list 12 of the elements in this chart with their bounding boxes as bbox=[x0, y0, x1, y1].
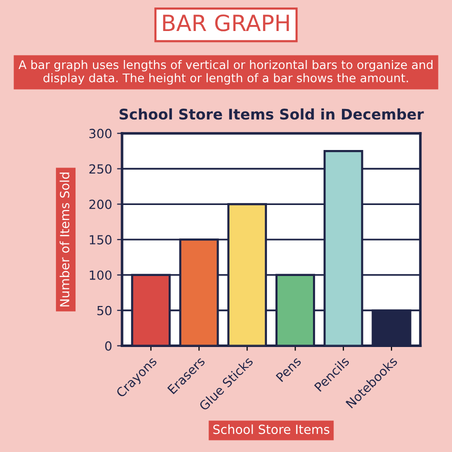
y-axis-title: Number of Items Sold bbox=[60, 172, 70, 306]
y-tick-label: 200 bbox=[89, 200, 112, 210]
y-tick-label: 50 bbox=[97, 306, 112, 316]
y-tick-label: 100 bbox=[90, 270, 112, 280]
text: BAR GRAPH bbox=[163, 14, 289, 32]
y-tick-label: 150 bbox=[90, 235, 112, 244]
chart-title: School Store Items Sold in December bbox=[120, 108, 424, 120]
y-tick-label: 0 bbox=[105, 341, 112, 351]
y-tick-label: 300 bbox=[89, 128, 112, 138]
y-tick-label: 250 bbox=[89, 164, 112, 174]
text: A bar graph uses lengths of vertical or horizontal bars to organize and display data. The height or length of a bar shows the amount. bbox=[18, 60, 432, 85]
x-axis-title: School Store Items bbox=[213, 424, 330, 434]
